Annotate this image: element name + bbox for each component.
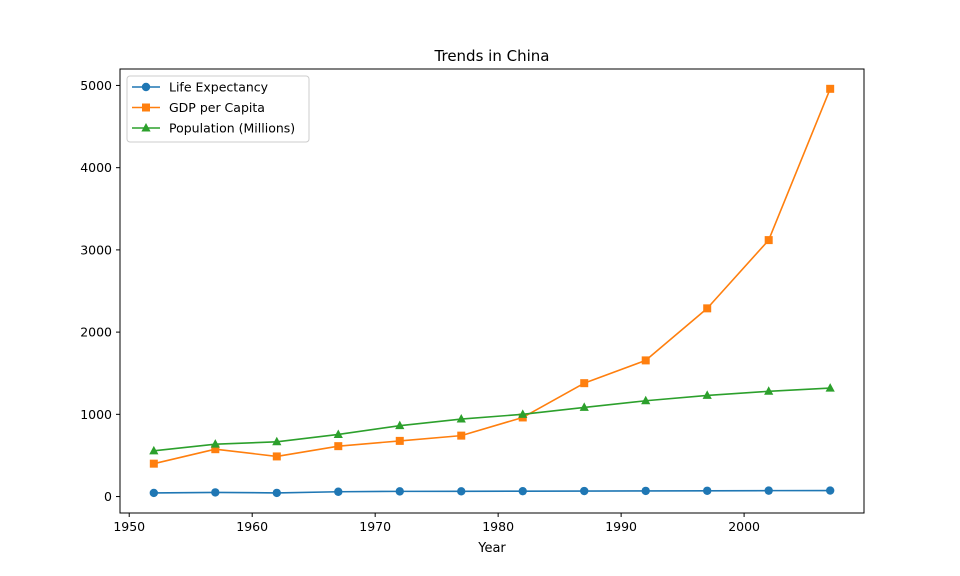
data-point bbox=[272, 488, 281, 498]
data-point bbox=[456, 414, 466, 423]
data-point bbox=[580, 486, 589, 496]
legend-marker bbox=[141, 82, 151, 92]
data-point bbox=[579, 402, 589, 411]
y-tick-label: 2000 bbox=[80, 325, 112, 340]
legend-item: Life Expectancy bbox=[132, 80, 269, 95]
data-point bbox=[641, 356, 650, 365]
axes-frame bbox=[119, 68, 865, 514]
x-tick-label: 1980 bbox=[482, 519, 514, 534]
data-point bbox=[580, 379, 589, 388]
data-point bbox=[641, 395, 651, 405]
legend-marker bbox=[142, 103, 150, 112]
x-tick-label: 2000 bbox=[728, 519, 760, 534]
data-point bbox=[211, 445, 220, 454]
data-point bbox=[764, 236, 773, 245]
data-point bbox=[825, 486, 835, 495]
data-point bbox=[641, 486, 650, 496]
data-point bbox=[703, 486, 712, 495]
data-point bbox=[825, 383, 835, 392]
data-point bbox=[518, 409, 528, 418]
data-point bbox=[211, 488, 220, 497]
data-point bbox=[334, 487, 343, 496]
data-point bbox=[764, 486, 773, 495]
legend-item: Population (Millions) bbox=[132, 121, 295, 136]
plot-area: 1950 1960 1970 1980 1990 2000 0 1000 2000 3000 400… bbox=[80, 68, 865, 534]
data-point bbox=[272, 436, 282, 446]
data-point bbox=[395, 436, 404, 445]
legend: Life Expectancy GDP per Capita Population … bbox=[126, 75, 310, 143]
data-point bbox=[395, 420, 405, 430]
data-point bbox=[457, 487, 466, 496]
data-point bbox=[210, 439, 220, 448]
data-point bbox=[703, 304, 712, 313]
data-point bbox=[457, 431, 466, 440]
legend-label: Population (Millions) bbox=[169, 121, 295, 136]
data-point bbox=[764, 386, 774, 395]
data-point bbox=[826, 84, 835, 93]
x-tick-label: 1960 bbox=[236, 519, 268, 534]
x-tick-label: 1950 bbox=[113, 519, 145, 534]
series-line bbox=[153, 489, 831, 494]
data-point bbox=[149, 445, 159, 455]
chart-title: Trends in China bbox=[434, 47, 550, 65]
y-tick-label: 4000 bbox=[80, 160, 112, 175]
series-line bbox=[153, 387, 831, 452]
y-tick-label: 1000 bbox=[80, 407, 112, 422]
data-point bbox=[149, 488, 159, 498]
data-point bbox=[702, 390, 712, 399]
data-point bbox=[334, 442, 343, 451]
legend-label: Life Expectancy bbox=[169, 80, 269, 95]
legend-box bbox=[126, 75, 310, 143]
data-point bbox=[395, 487, 404, 496]
legend-marker bbox=[141, 123, 151, 132]
data-point bbox=[333, 429, 343, 438]
series-line bbox=[153, 88, 831, 465]
x-tick-label: 1970 bbox=[359, 519, 391, 534]
y-tick-label: 3000 bbox=[80, 242, 112, 257]
data-point bbox=[272, 452, 281, 461]
y-tick-label: 5000 bbox=[80, 78, 112, 93]
series-1 bbox=[149, 486, 835, 498]
legend-label: GDP per Capita bbox=[169, 100, 265, 115]
data-point bbox=[518, 486, 527, 496]
y-tick-label: 0 bbox=[104, 489, 112, 504]
x-axis-title: Year bbox=[477, 541, 506, 556]
series-3 bbox=[149, 383, 835, 455]
legend-item: GDP per Capita bbox=[132, 100, 265, 115]
data-point bbox=[149, 459, 158, 468]
x-tick-label: 1990 bbox=[605, 519, 637, 534]
